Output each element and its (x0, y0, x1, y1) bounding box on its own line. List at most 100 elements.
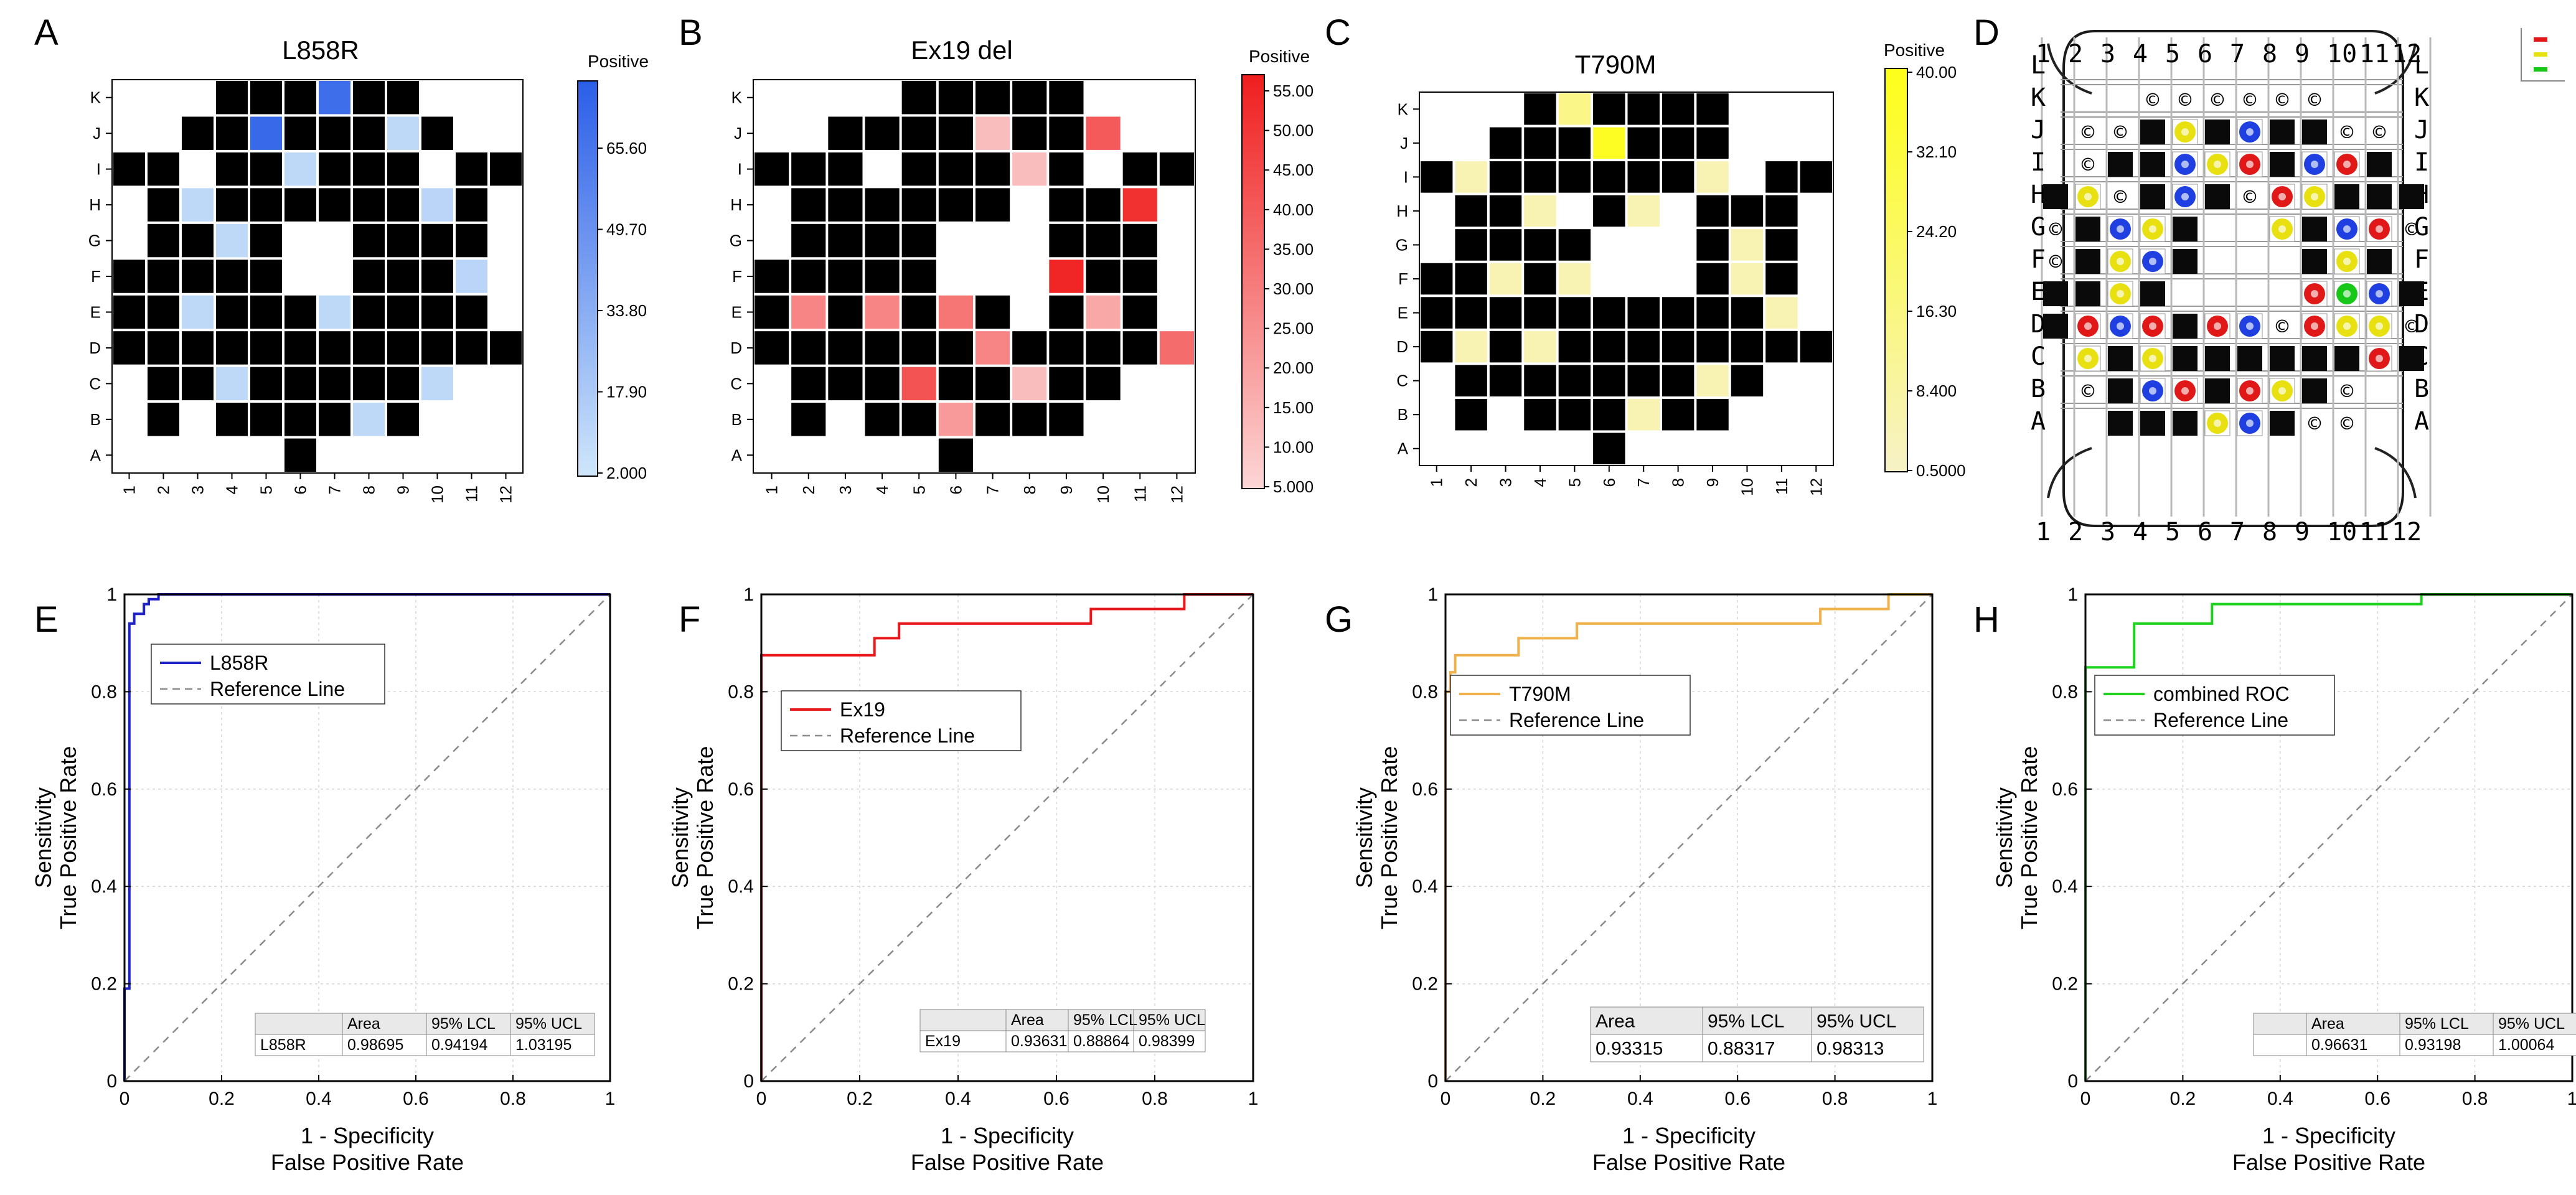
chip-col-label-top: 9 (2295, 40, 2310, 68)
negative-cell (1012, 81, 1047, 115)
positive-cell (1524, 195, 1556, 227)
well-symbol-empty: © (2341, 411, 2354, 436)
auc-table-header: Area (347, 1015, 380, 1033)
negative-cell (284, 81, 316, 115)
negative-cell (1489, 297, 1522, 329)
heatmap-title-t790m: T790M (1575, 50, 1657, 79)
positive-cell (1627, 195, 1660, 227)
well-negative (2399, 184, 2424, 209)
negative-cell (1049, 403, 1084, 436)
colorbar-tick-label: 25.00 (1273, 319, 1314, 338)
well-center-dot (2311, 290, 2318, 298)
colorbar-tick-label: 55.00 (1273, 82, 1314, 100)
negative-cell (1421, 263, 1453, 295)
negative-cell (1086, 331, 1121, 365)
col-label: 11 (463, 485, 481, 502)
auc-table-header: Area (1596, 1011, 1635, 1032)
negative-cell (901, 260, 936, 293)
negative-cell (828, 331, 863, 365)
col-label: 4 (223, 485, 242, 494)
well-center-dot (2149, 387, 2156, 395)
y-tick-label: 1 (106, 584, 117, 605)
negative-cell (1731, 365, 1764, 396)
negative-cell (1455, 195, 1487, 227)
reference-line (2085, 594, 2573, 1082)
chip-row-label-left: I (2031, 148, 2046, 177)
col-label: 8 (1669, 478, 1688, 487)
negative-cell (1421, 297, 1453, 329)
x-tick-label: 0.8 (1822, 1089, 1848, 1109)
y-tick-label: 0.6 (91, 779, 117, 800)
colorbar (1241, 74, 1265, 489)
negative-cell (901, 331, 936, 365)
positive-cell (1593, 127, 1625, 159)
plot-frame (123, 593, 611, 1082)
negative-cell (791, 260, 826, 293)
well-center-dot (2084, 355, 2092, 362)
negative-cell (113, 152, 145, 186)
well-center-dot (2376, 225, 2383, 233)
colorbar-tick-label: 45.00 (1273, 161, 1314, 179)
col-label: 2 (799, 485, 818, 494)
row-label: D (730, 339, 742, 357)
negative-cell (148, 223, 179, 258)
negative-cell (828, 223, 863, 258)
row-label: B (731, 410, 742, 429)
y-tick-label: 0.2 (728, 974, 754, 995)
well-negative (2108, 346, 2133, 371)
negative-cell (216, 116, 248, 150)
negative-cell (387, 152, 419, 186)
well-center-dot (2117, 290, 2124, 298)
chip-row-label-left: G (2031, 213, 2046, 241)
negative-cell (1696, 229, 1729, 261)
positive-cell (456, 260, 487, 293)
negative-cell (938, 367, 973, 401)
negative-cell (1455, 297, 1487, 329)
auc-table-cell: L858R (260, 1036, 306, 1054)
well-symbol-empty: © (2082, 379, 2095, 404)
negative-cell (1558, 127, 1591, 159)
negative-cell (1524, 263, 1556, 295)
auc-table-cell: 1.03195 (515, 1036, 571, 1054)
well-center-dot (2214, 322, 2221, 330)
negative-cell (490, 152, 522, 186)
x-tick-label: 0.6 (1043, 1089, 1069, 1109)
negative-cell (938, 116, 973, 150)
negative-cell (319, 367, 350, 401)
negative-cell (250, 81, 282, 115)
negative-cell (353, 188, 385, 222)
negative-cell (1455, 398, 1487, 431)
well-center-dot (2278, 225, 2286, 233)
heatmap-title-l858r: L858R (282, 35, 359, 65)
well-center-dot (2149, 322, 2156, 330)
chip-col-label-top: 7 (2230, 40, 2245, 68)
chip-diagram: LLKKJJIIHHGGFFEEDDCCBBAA1122334455667788… (2031, 28, 2565, 546)
x-axis-label: False Positive Rate (911, 1150, 1104, 1175)
well-center-dot (2117, 225, 2124, 233)
x-tick-label: 0.4 (945, 1089, 971, 1109)
negative-cell (1627, 127, 1660, 159)
panel-label-d: D (1973, 12, 2000, 53)
col-label: 8 (1020, 485, 1039, 494)
x-tick-label: 0.8 (1142, 1089, 1168, 1109)
negative-cell (1731, 330, 1764, 363)
negative-cell (456, 223, 487, 258)
negative-cell (113, 295, 145, 329)
negative-cell (421, 223, 453, 258)
negative-cell (353, 260, 385, 293)
positive-cell (319, 295, 350, 329)
well-negative (2367, 249, 2392, 274)
chip-row-label-right: J (2414, 116, 2429, 144)
negative-cell (387, 260, 419, 293)
positive-cell (421, 188, 453, 222)
x-tick-label: 0 (756, 1089, 767, 1109)
colorbar-tick-label: 40.00 (1273, 200, 1314, 219)
x-tick-label: 0.6 (1724, 1089, 1751, 1109)
negative-cell (828, 367, 863, 401)
well-negative (2140, 120, 2165, 144)
col-label: 1 (763, 485, 781, 494)
negative-cell (828, 295, 863, 329)
negative-cell (216, 152, 248, 186)
negative-cell (284, 295, 316, 329)
